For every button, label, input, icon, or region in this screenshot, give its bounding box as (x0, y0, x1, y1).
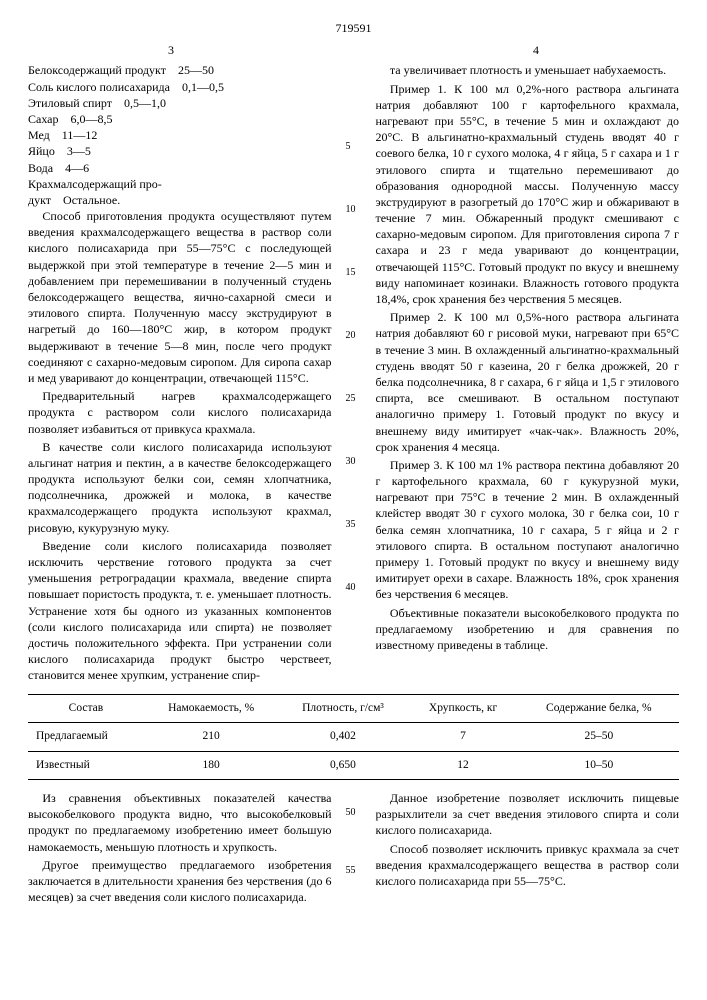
left-column: Белоксодержащий продукт25—50Соль кислого… (28, 62, 332, 685)
lower-line-numbers: 50 55 (346, 790, 362, 907)
ingredient-name: Крахмалсодержащий про- (28, 176, 162, 192)
page-numbers: 3 4 (28, 42, 679, 58)
table-cell: 0,650 (279, 751, 408, 780)
ingredient-name: Этиловый спирт (28, 95, 112, 111)
ingredient-row: Крахмалсодержащий про- (28, 176, 332, 192)
paragraph: Из сравнения объективных показателей кач… (28, 790, 332, 855)
ingredient-name: Мед (28, 127, 50, 143)
line-number: 20 (346, 331, 362, 341)
line-number: 25 (346, 394, 362, 404)
table-cell: 180 (144, 751, 279, 780)
doc-number: 719591 (28, 20, 679, 36)
ingredient-name: Яйцо (28, 143, 55, 159)
paragraph: Объективные показатели высокобелкового п… (376, 605, 680, 654)
paragraph: Предварительный нагрев крахмалсодержащег… (28, 388, 332, 437)
lower-columns: Из сравнения объективных показателей кач… (28, 790, 679, 907)
lower-left: Из сравнения объективных показателей кач… (28, 790, 332, 907)
line-number: 40 (346, 583, 362, 593)
paragraph: Способ позволяет исключить привкус крахм… (376, 841, 680, 890)
line-numbers: 5 10 15 20 25 30 35 40 (346, 62, 362, 685)
ingredient-row: Белоксодержащий продукт25—50 (28, 62, 332, 78)
line-number: 30 (346, 457, 362, 467)
comparison-table: СоставНамокаемость, %Плотность, г/см³Хру… (28, 694, 679, 781)
ingredient-row: Соль кислого полисахарида0,1—0,5 (28, 79, 332, 95)
table-header: Намокаемость, % (144, 694, 279, 723)
table-cell: 210 (144, 723, 279, 752)
ingredient-row: Мед11—12 (28, 127, 332, 143)
ingredient-row: Яйцо3—5 (28, 143, 332, 159)
ingredient-value: 3—5 (55, 143, 91, 159)
right-column: та увеличивает плотность и уменьшает наб… (376, 62, 680, 685)
ingredient-row: Вода4—6 (28, 160, 332, 176)
ingredient-name: Сахар (28, 111, 59, 127)
ingredient-value (162, 176, 174, 192)
table-header: Состав (28, 694, 144, 723)
table-header: Содержание белка, % (519, 694, 679, 723)
paragraph: Другое преимущество предлагаемого изобре… (28, 857, 332, 906)
paragraph: Пример 1. К 100 мл 0,2%-ного раствора ал… (376, 81, 680, 308)
table-row: Предлагаемый2100,402725–50 (28, 723, 679, 752)
paragraph: В качестве соли кислого полисахарида исп… (28, 439, 332, 536)
ingredient-name: дукт (28, 192, 51, 208)
ingredient-name: Белоксодержащий продукт (28, 62, 166, 78)
ingredient-row: дуктОстальное. (28, 192, 332, 208)
ingredient-name: Вода (28, 160, 53, 176)
table-cell: Предлагаемый (28, 723, 144, 752)
table-header: Хрупкость, кг (407, 694, 518, 723)
ingredient-row: Этиловый спирт0,5—1,0 (28, 95, 332, 111)
line-number: 50 (346, 808, 362, 818)
ingredient-name: Соль кислого полисахарида (28, 79, 170, 95)
table-cell: 0,402 (279, 723, 408, 752)
paragraph: Пример 2. К 100 мл 0,5%-ного раствора ал… (376, 309, 680, 455)
table-cell: 10–50 (519, 751, 679, 780)
ingredient-row: Сахар6,0—8,5 (28, 111, 332, 127)
ingredient-value: 0,5—1,0 (112, 95, 166, 111)
table-cell: 25–50 (519, 723, 679, 752)
ingredient-value: 6,0—8,5 (59, 111, 113, 127)
ingredient-value: 4—6 (53, 160, 89, 176)
line-number: 5 (346, 142, 362, 152)
lower-right: Данное изобретение позволяет исключить п… (376, 790, 680, 907)
table-cell: Известный (28, 751, 144, 780)
paragraph: та увеличивает плотность и уменьшает наб… (376, 62, 680, 78)
table-cell: 7 (407, 723, 518, 752)
ingredient-value: Остальное. (51, 192, 120, 208)
ingredient-value: 25—50 (166, 62, 214, 78)
line-number: 55 (346, 866, 362, 876)
line-number: 35 (346, 520, 362, 530)
page-right: 4 (533, 42, 539, 58)
table-cell: 12 (407, 751, 518, 780)
main-columns: Белоксодержащий продукт25—50Соль кислого… (28, 62, 679, 685)
paragraph: Пример 3. К 100 мл 1% раствора пектина д… (376, 457, 680, 603)
table-header: Плотность, г/см³ (279, 694, 408, 723)
paragraph: Данное изобретение позволяет исключить п… (376, 790, 680, 839)
line-number: 10 (346, 205, 362, 215)
ingredient-value: 0,1—0,5 (170, 79, 224, 95)
ingredient-value: 11—12 (50, 127, 98, 143)
line-number: 15 (346, 268, 362, 278)
paragraph: Введение соли кислого полисахарида позво… (28, 538, 332, 684)
paragraph: Способ приготовления продукта осуществля… (28, 208, 332, 386)
page-left: 3 (168, 42, 174, 58)
table-row: Известный1800,6501210–50 (28, 751, 679, 780)
